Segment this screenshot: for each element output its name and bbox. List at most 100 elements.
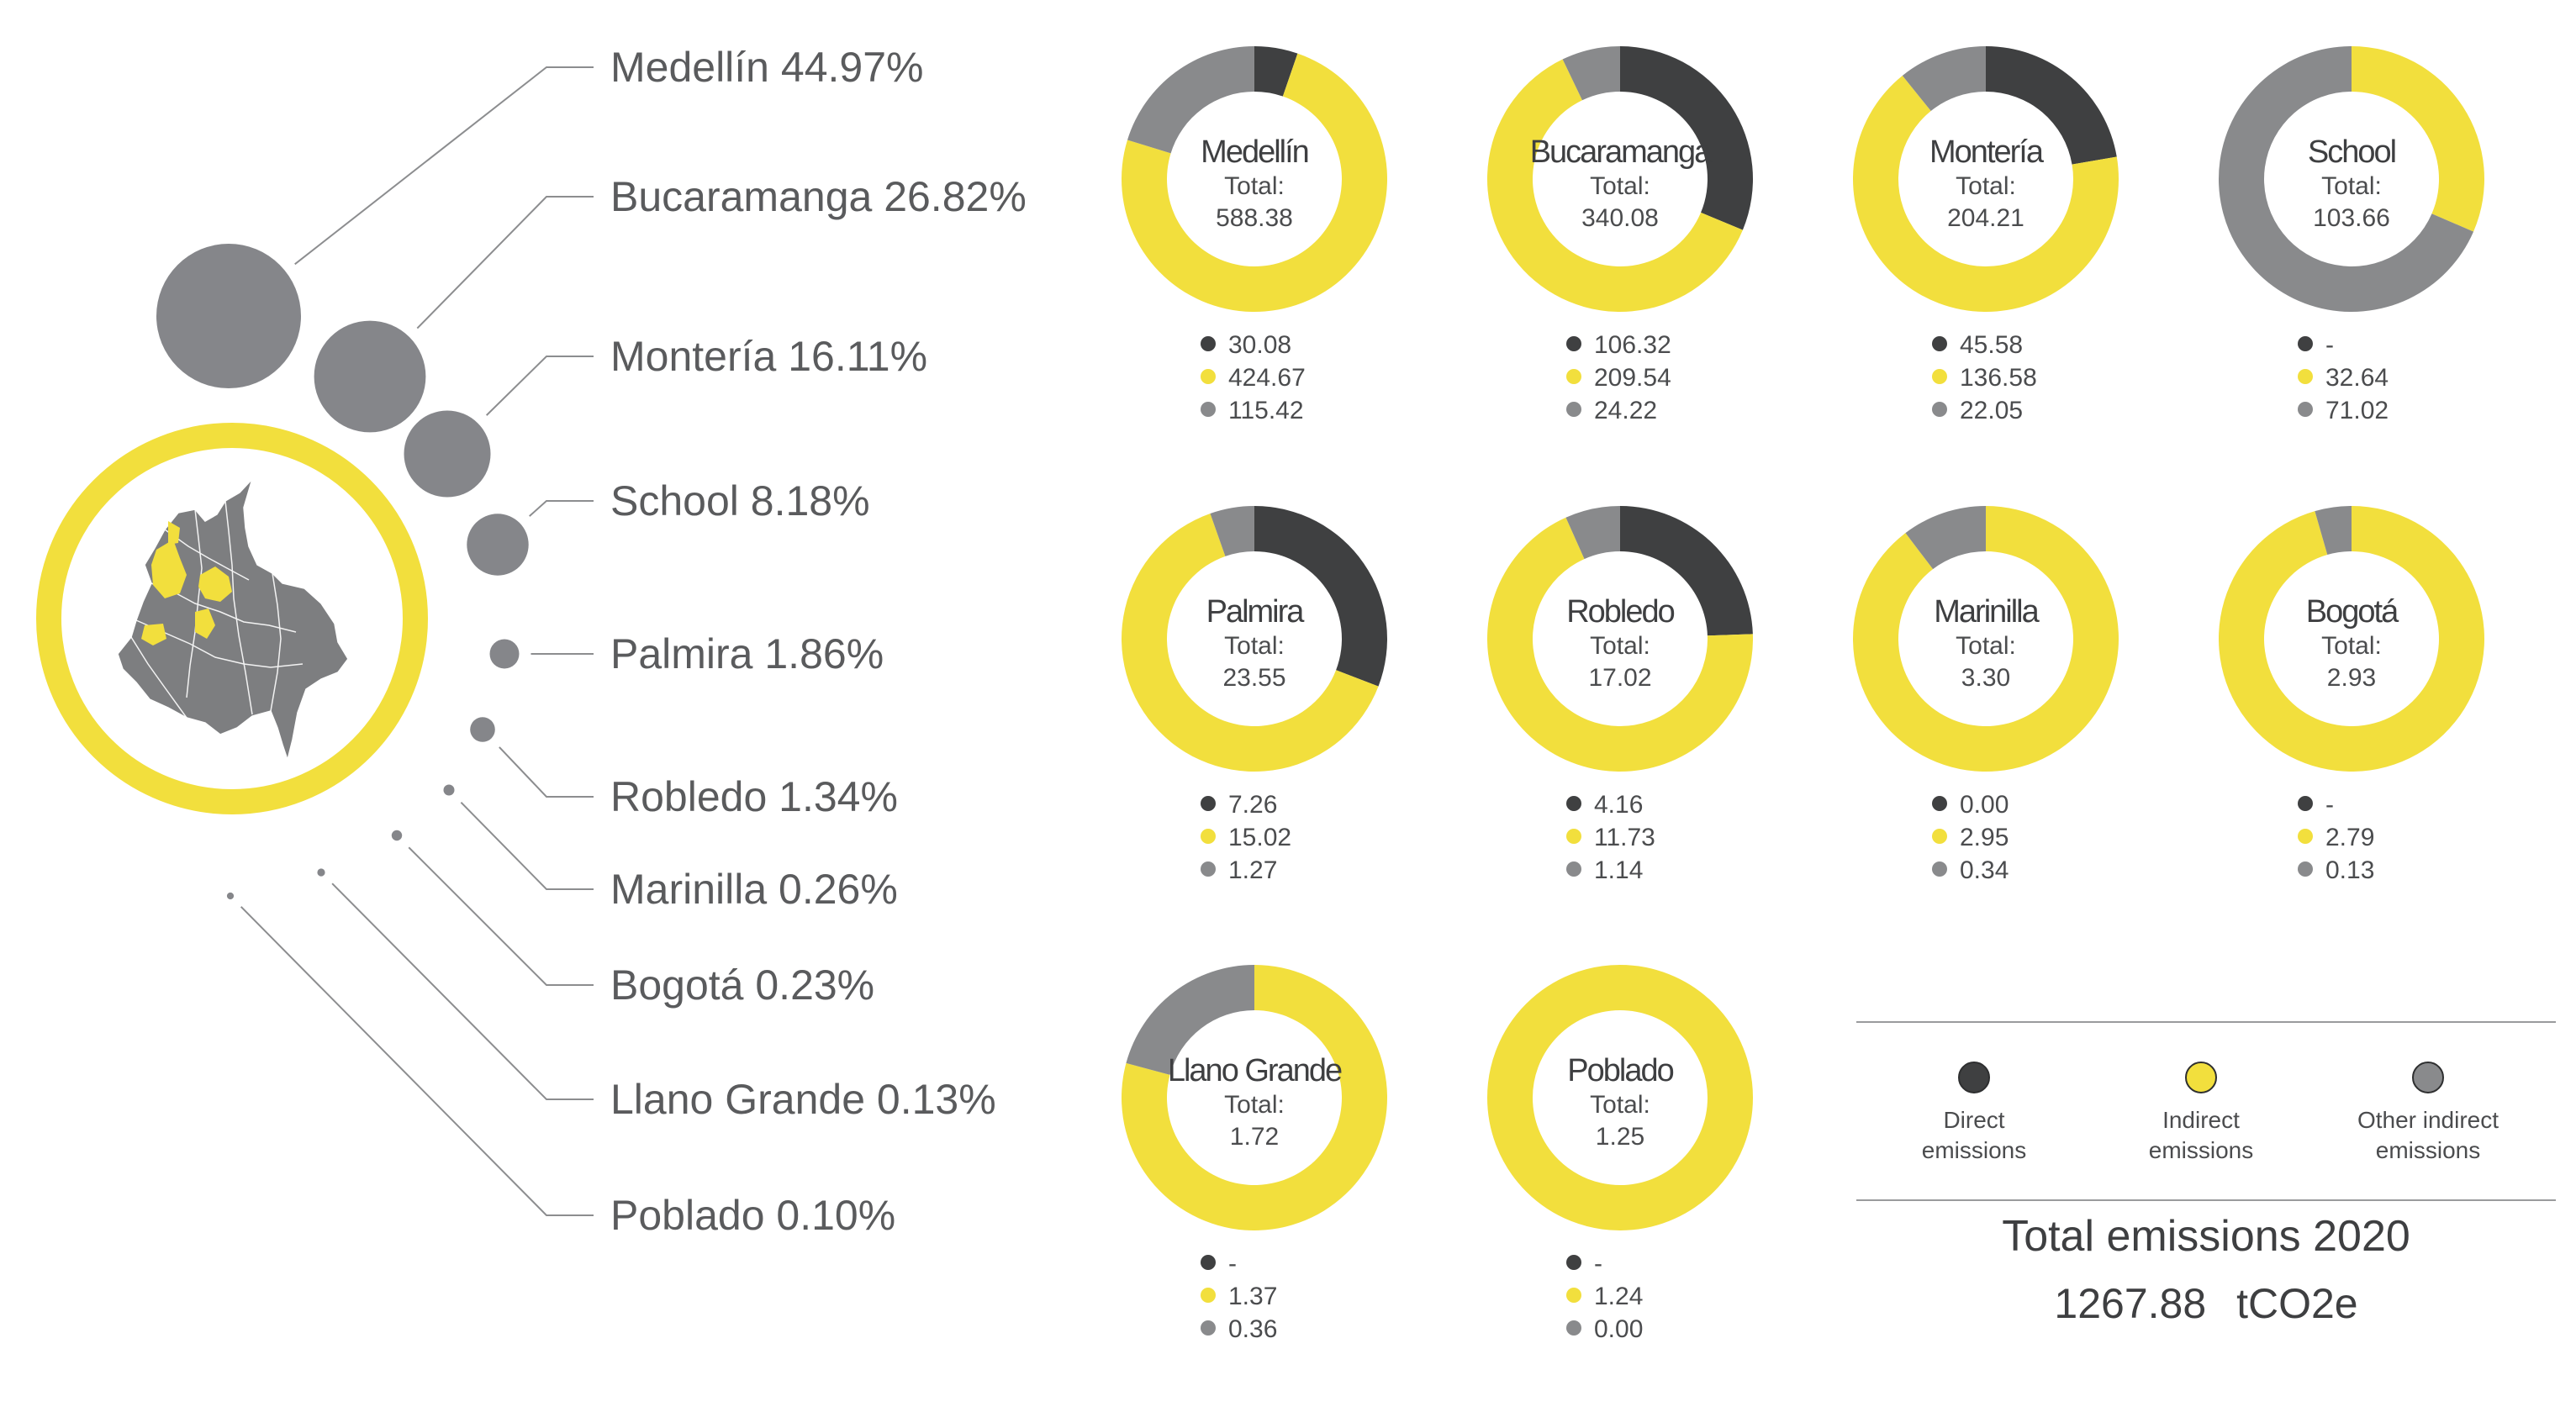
summary-unit: tCO2e: [2236, 1280, 2358, 1327]
donut-segment-palmira-1: [1121, 513, 1379, 772]
legend-label-direct-emissions-line1: Direct: [1943, 1107, 2004, 1133]
donut-legend-value-monteria-0: 45.58: [1960, 331, 2023, 359]
map-group: [36, 423, 428, 814]
donut-legend-value-robledo-0: 4.16: [1594, 791, 1643, 819]
donut-legend-value-palmira-0: 7.26: [1228, 791, 1277, 819]
donut-legend-value-poblado-2: 0.00: [1594, 1315, 1643, 1343]
share-label-bucaramanga: Bucaramanga 26.82%: [610, 173, 1027, 220]
donut-legend-bucaramanga: 106.32 209.54 24.22: [1566, 331, 1671, 424]
donut-total-value-marinilla: 3.30: [1961, 664, 2010, 692]
donut-segment-monteria-2: [1902, 46, 1986, 112]
legend-swatch-indirect: [2185, 1062, 2217, 1093]
donut-segment-marinilla-1: [1853, 506, 2119, 772]
bubble-bogota: [391, 830, 403, 841]
leader-line-poblado: [240, 906, 594, 1216]
legend-swatch-direct: [1958, 1062, 1990, 1093]
donut-legend-dot-palmira-2: [1201, 861, 1216, 877]
leader-line-monteria: [485, 356, 594, 416]
map-highlight-valle: [141, 624, 166, 645]
bubble-poblado: [226, 892, 235, 900]
summary-value: 1267.88: [2054, 1280, 2206, 1327]
donut-legend-dot-bogota-2: [2298, 861, 2313, 877]
donut-total-label-llano-grande: Total:: [1224, 1091, 1285, 1119]
share-label-school: School 8.18%: [610, 477, 870, 524]
donut-legend-value-medellin-1: 424.67: [1228, 364, 1306, 392]
donut-segment-bucaramanga-0: [1620, 46, 1753, 230]
donut-legend-dot-monteria-0: [1932, 336, 1947, 351]
donut-legend-value-bogota-1: 2.79: [2325, 824, 2374, 851]
colombia-map-icon: [117, 478, 349, 762]
donut-legend-value-school-0: -: [2325, 331, 2334, 359]
donut-legend-dot-poblado-2: [1566, 1320, 1581, 1336]
donut-legend-dot-palmira-1: [1201, 829, 1216, 844]
donut-segment-robledo-2: [1565, 506, 1620, 560]
summary-title: Total emissions 2020: [2002, 1212, 2410, 1261]
donut-legend-value-bogota-2: 0.13: [2325, 856, 2374, 884]
bubble-school: [467, 514, 529, 576]
donut-segment-school-2: [2219, 46, 2474, 313]
donut-total-value-llano-grande: 1.72: [1230, 1123, 1279, 1151]
leader-line-school: [529, 500, 594, 517]
donut-legend-value-robledo-1: 11.73: [1594, 824, 1655, 851]
donut-total-label-monteria: Total:: [1956, 172, 2016, 200]
map-highlight-santander: [198, 566, 232, 602]
donut-legend-robledo: 4.16 11.73 1.14: [1566, 791, 1655, 884]
donut-legend-dot-llano-grande-1: [1201, 1288, 1216, 1303]
donut-legend-value-medellin-2: 115.42: [1228, 397, 1304, 424]
share-label-llano-grande: Llano Grande 0.13%: [610, 1076, 996, 1123]
donut-legend-value-llano-grande-2: 0.36: [1228, 1315, 1277, 1343]
donut-legend-value-palmira-2: 1.27: [1228, 856, 1277, 884]
donut-legend-dot-poblado-1: [1566, 1288, 1581, 1303]
donut-legend-dot-marinilla-0: [1932, 796, 1947, 811]
donut-legend-value-bucaramanga-1: 209.54: [1594, 364, 1671, 392]
share-label-poblado: Poblado 0.10%: [610, 1192, 895, 1239]
donut-total-value-palmira: 23.55: [1222, 664, 1285, 692]
legend-label-indirect-emissions-line1: Indirect: [2162, 1107, 2240, 1133]
donut-legend-dot-medellin-1: [1201, 369, 1216, 384]
donut-poblado: Poblado Total: 1.25 - 1.24 0.00: [1487, 965, 1753, 1343]
donut-legend-value-marinilla-2: 0.34: [1960, 856, 2009, 884]
donut-total-label-medellin: Total:: [1224, 172, 1285, 200]
legend-label-direct-emissions-line2: emissions: [1922, 1137, 2026, 1163]
donut-legend-school: - 32.64 71.02: [2298, 331, 2389, 424]
share-label-palmira: Palmira 1.86%: [610, 630, 884, 677]
leader-line-bogota: [408, 846, 594, 986]
summary-total: 1267.88 tCO2e: [2054, 1280, 2357, 1327]
bubble-robledo: [470, 717, 495, 742]
donut-legend-value-bucaramanga-2: 24.22: [1594, 397, 1657, 424]
donut-legend-dot-school-0: [2298, 336, 2313, 351]
donut-legend-value-medellin-0: 30.08: [1228, 331, 1291, 359]
donut-legend-dot-school-1: [2298, 369, 2313, 384]
donut-segment-medellin-2: [1127, 46, 1254, 154]
donut-name-bogota: Bogotá: [2306, 594, 2399, 630]
donut-legend-dot-robledo-0: [1566, 796, 1581, 811]
legend-label-indirect-emissions-line2: emissions: [2149, 1137, 2253, 1163]
donut-legend-dot-robledo-2: [1566, 861, 1581, 877]
donut-total-label-bogota: Total:: [2321, 632, 2382, 660]
donut-legend-poblado: - 1.24 0.00: [1566, 1250, 1643, 1343]
donut-segment-palmira-0: [1254, 506, 1387, 687]
donut-segment-school-1: [2352, 46, 2484, 232]
donut-legend-dot-bucaramanga-0: [1566, 336, 1581, 351]
share-label-bogota: Bogotá 0.23%: [610, 962, 874, 1009]
bubble-bucaramanga: [314, 320, 426, 433]
donut-legend-dot-medellin-2: [1201, 402, 1216, 417]
donut-name-medellin: Medellín: [1201, 134, 1308, 170]
legend-panel: Direct emissions Indirect emissions Other in…: [1856, 1021, 2556, 1327]
donut-total-value-bogota: 2.93: [2327, 664, 2376, 692]
leader-line-medellin: [294, 66, 594, 266]
donut-segment-medellin-1: [1122, 53, 1388, 313]
bubble-palmira: [489, 639, 520, 669]
donut-legend-value-school-2: 71.02: [2325, 397, 2389, 424]
donut-legend-dot-bogota-0: [2298, 796, 2313, 811]
donut-total-value-school: 103.66: [2313, 204, 2390, 232]
donut-legend-medellin: 30.08 424.67 115.42: [1201, 331, 1306, 424]
donut-segment-bucaramanga-1: [1486, 59, 1743, 313]
donut-total-label-poblado: Total:: [1590, 1091, 1650, 1119]
donut-total-value-robledo: 17.02: [1588, 664, 1651, 692]
donut-total-value-medellin: 588.38: [1216, 204, 1293, 232]
donut-segment-bogota-1: [2218, 506, 2485, 772]
